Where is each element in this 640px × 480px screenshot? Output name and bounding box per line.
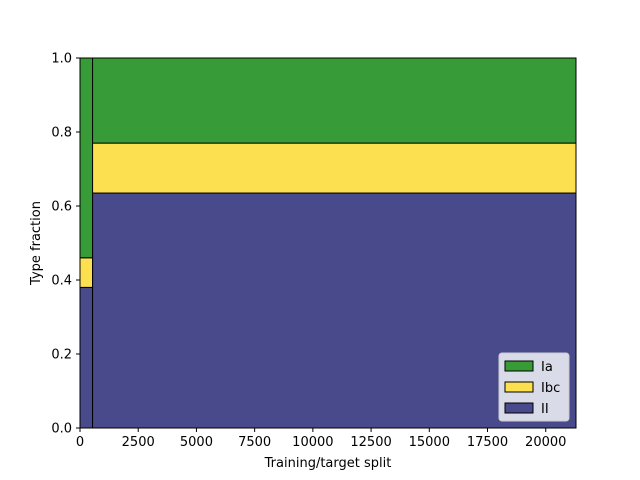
x-axis-ticks: 0 2500 5000 7500 10000 12500 15000 17500 20000 xyxy=(76,428,566,450)
x-tick-label: 2500 xyxy=(122,435,155,450)
y-tick-label: 0.6 xyxy=(51,200,72,215)
y-axis-label: Type fraction xyxy=(29,201,44,286)
y-tick-label: 0.4 xyxy=(51,274,72,289)
legend-swatch-ii xyxy=(504,402,534,414)
y-tick-label: 1.0 xyxy=(51,52,72,67)
y-axis-ticks: 0.0 0.2 0.4 0.6 0.8 1.0 xyxy=(51,52,80,437)
x-tick-label: 5000 xyxy=(180,435,213,450)
x-tick-label: 7500 xyxy=(238,435,271,450)
bar-segment-ibc-bin-1 xyxy=(79,257,94,288)
bar-segment-ibc-bin-2 xyxy=(92,142,577,194)
y-tick-label: 0.0 xyxy=(51,422,72,437)
legend-swatch-ia xyxy=(504,360,534,372)
x-tick-label: 15000 xyxy=(409,435,450,450)
legend-label-ii: II xyxy=(541,402,549,417)
x-tick-label: 10000 xyxy=(292,435,333,450)
y-tick-label: 0.2 xyxy=(51,348,72,363)
plot-frame xyxy=(79,57,577,429)
x-tick-label: 17500 xyxy=(467,435,508,450)
legend: Ia Ibc II xyxy=(498,352,570,422)
bar-segment-ia-bin-1 xyxy=(79,57,94,259)
legend-label-ia: Ia xyxy=(541,360,553,375)
x-axis-label: Training/target split xyxy=(264,456,392,471)
x-tick-label: 12500 xyxy=(350,435,391,450)
y-tick-label: 0.8 xyxy=(51,126,72,141)
legend-label-ibc: Ibc xyxy=(541,381,560,396)
x-tick-label: 0 xyxy=(76,435,84,450)
x-tick-label: 20000 xyxy=(525,435,566,450)
bar-segment-ii-bin-1 xyxy=(79,286,94,429)
legend-swatch-ibc xyxy=(504,381,534,393)
bar-segment-ia-bin-2 xyxy=(92,57,577,144)
